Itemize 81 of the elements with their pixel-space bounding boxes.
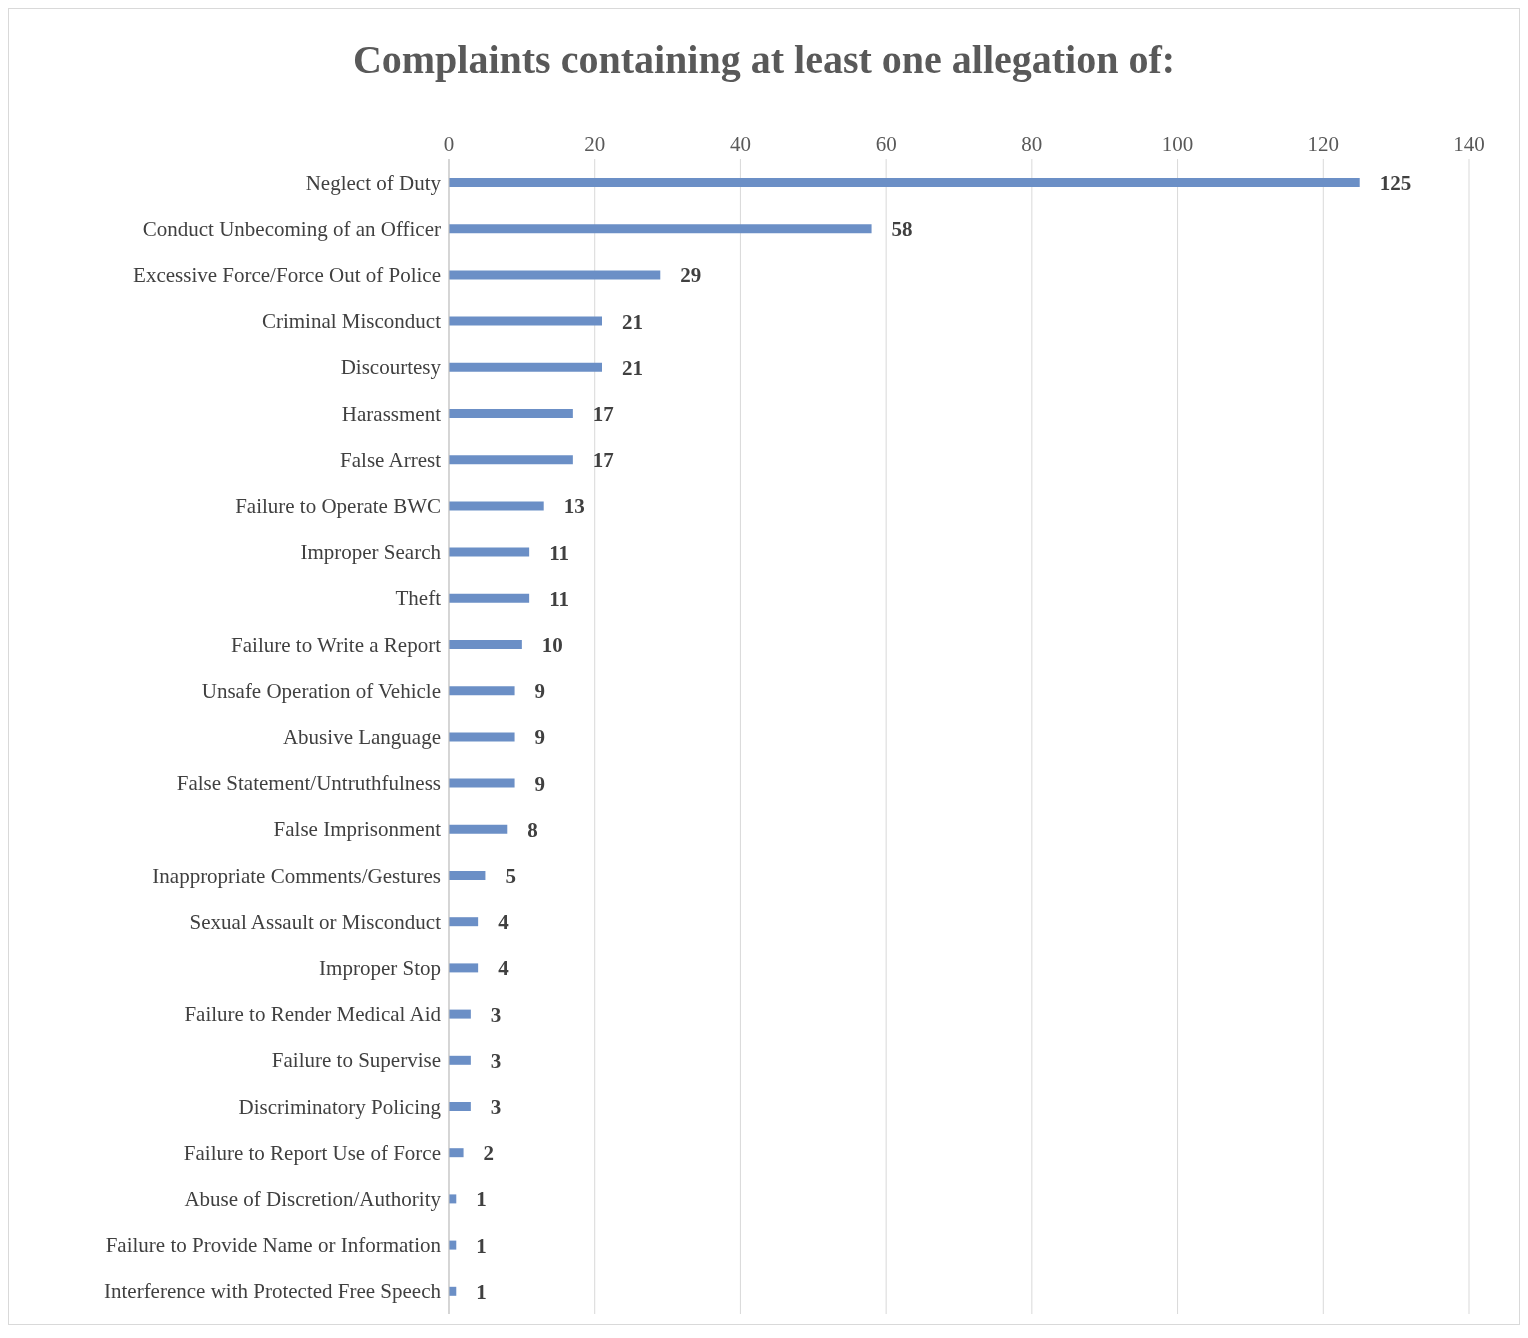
chart-title: Complaints containing at least one allegation of: [351, 35, 1177, 84]
data-label: 1 [476, 1233, 487, 1258]
data-label: 9 [534, 725, 546, 750]
data-label: 11 [549, 540, 569, 565]
x-tick-label: 120 [1307, 132, 1340, 156]
bar [449, 224, 872, 234]
bar [449, 316, 602, 326]
data-label: 21 [622, 309, 643, 334]
y-tick-label: Sexual Assault or Misconduct [189, 909, 442, 934]
bar [449, 1148, 464, 1158]
y-tick-label: Criminal Misconduct [261, 309, 442, 334]
y-tick-label: Discriminatory Policing [238, 1094, 442, 1119]
data-label: 13 [563, 494, 585, 519]
bar [449, 1102, 471, 1111]
x-tick-label: 60 [875, 132, 897, 156]
data-label: 17 [592, 401, 614, 426]
x-tick-label: 100 [1161, 132, 1194, 156]
bar [449, 917, 479, 927]
bar [449, 455, 573, 465]
y-tick-label: Failure to Supervise [271, 1048, 441, 1073]
y-tick-label: Excessive Force/Force Out of Police [133, 262, 441, 287]
bar [449, 270, 661, 280]
x-tick-label: 80 [1021, 132, 1043, 156]
bar [449, 593, 530, 603]
bar [449, 409, 573, 418]
y-tick-label: Conduct Unbecoming of an Officer [142, 216, 441, 241]
data-label: 58 [891, 217, 913, 242]
y-tick-label: Abusive Language [282, 724, 441, 749]
y-tick-label: Interference with Protected Free Speech [103, 1279, 442, 1304]
bar [449, 640, 522, 649]
y-tick-label: Neglect of Duty [305, 170, 442, 195]
y-tick-label: Discourtesy [340, 355, 442, 380]
data-label: 8 [527, 817, 538, 842]
data-label: 17 [592, 448, 614, 473]
x-tick-label: 40 [729, 132, 751, 156]
y-tick-label: Abuse of Discretion/Authority [184, 1186, 442, 1211]
data-label: 9 [534, 771, 546, 796]
y-tick-label: Improper Search [300, 540, 442, 565]
y-tick-label: Failure to Write a Report [231, 632, 442, 657]
y-tick-label: Failure to Provide Name or Information [105, 1233, 442, 1258]
bar [449, 686, 515, 696]
data-label: 2 [483, 1141, 495, 1166]
data-label: 3 [490, 1048, 502, 1073]
y-tick-label: False Statement/Untruthfulness [176, 771, 441, 796]
bar [449, 547, 530, 557]
bar [449, 1055, 471, 1065]
y-tick-label: Inappropriate Comments/Gestures [152, 863, 441, 888]
data-label: 1 [476, 1279, 487, 1304]
data-label: 1 [476, 1187, 487, 1212]
x-tick-label: 140 [1453, 132, 1485, 156]
y-tick-label: False Imprisonment [273, 817, 442, 842]
y-tick-label: Failure to Report Use of Force [183, 1140, 441, 1165]
bar [449, 1009, 471, 1019]
bar [449, 871, 486, 880]
bar [449, 178, 1360, 187]
data-label: 4 [498, 956, 510, 981]
data-label: 10 [541, 632, 563, 657]
x-tick-label: 0 [443, 132, 455, 156]
bar [449, 824, 508, 834]
bar [449, 778, 515, 788]
bar [449, 501, 544, 511]
y-tick-label: False Arrest [340, 447, 442, 472]
y-tick-label: Failure to Render Medical Aid [184, 1002, 442, 1027]
data-label: 11 [549, 586, 569, 611]
y-tick-label: Failure to Operate BWC [235, 493, 441, 518]
x-tick-label: 20 [584, 132, 606, 156]
data-label: 5 [505, 863, 516, 888]
y-tick-label: Theft [395, 586, 442, 611]
bar [449, 732, 515, 742]
y-tick-label: Unsafe Operation of Vehicle [201, 678, 441, 703]
data-label: 125 [1379, 170, 1412, 195]
y-tick-label: Improper Stop [319, 955, 441, 980]
data-label: 9 [534, 679, 546, 704]
data-label: 4 [498, 910, 510, 935]
data-label: 29 [680, 263, 702, 288]
data-label: 21 [622, 355, 643, 380]
y-tick-label: Harassment [341, 401, 442, 426]
bar [449, 362, 602, 372]
data-label: 3 [490, 1094, 502, 1119]
data-label: 3 [490, 1002, 502, 1027]
bar [449, 963, 479, 973]
